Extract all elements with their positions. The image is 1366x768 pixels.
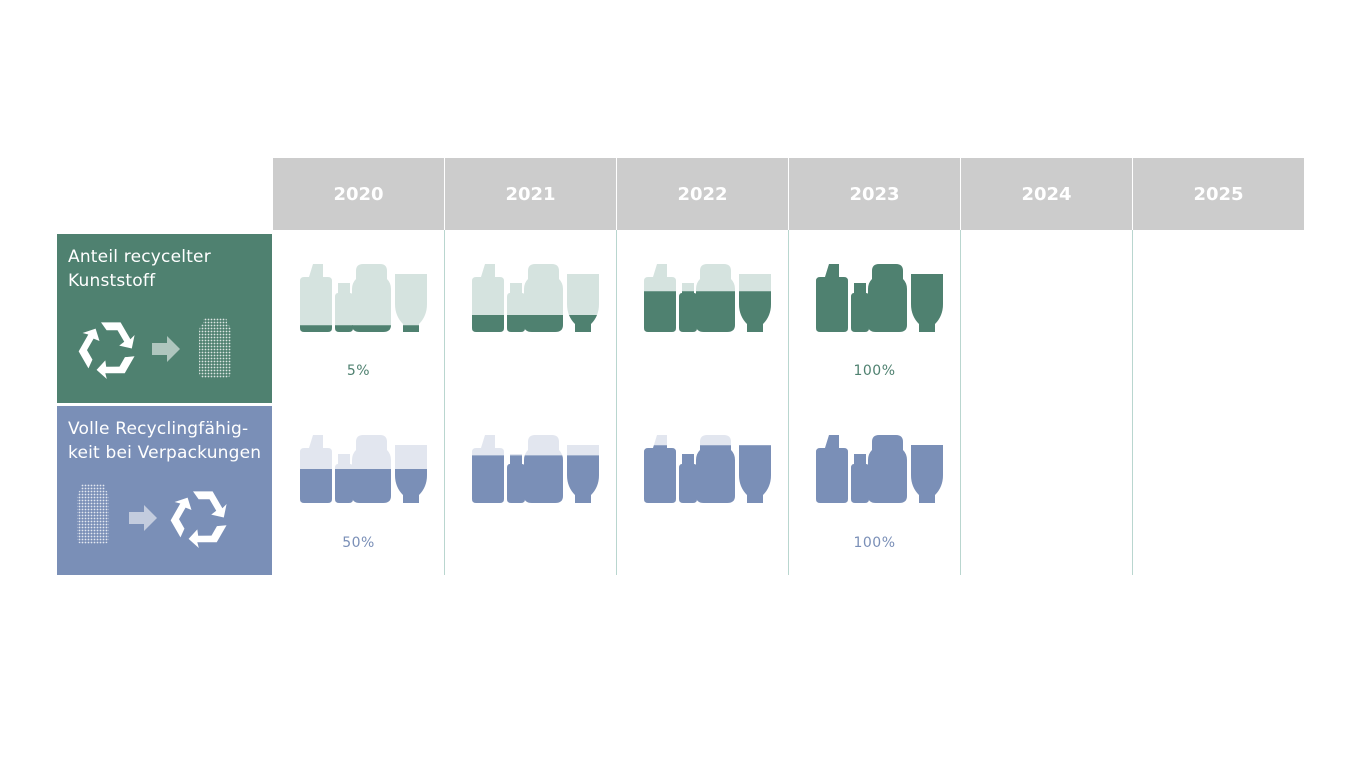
row-icons-recyclability: [77, 484, 227, 549]
row-icons-recycled-plastic: [78, 318, 231, 380]
row-title-line-2: keit bei Verpackungen: [68, 443, 262, 463]
bottle-filled-part: [472, 455, 504, 503]
column-divider: [444, 230, 445, 575]
bottle-empty-part: [352, 264, 391, 332]
value-label-row1-2020: 50%: [342, 535, 375, 551]
column-divider: [788, 230, 789, 575]
year-header-2024: 2024: [961, 158, 1132, 230]
bottle-filled-part: [739, 445, 771, 503]
bottle-filled-part: [567, 455, 599, 503]
bottle-filled-part: [472, 315, 504, 332]
bottle-filled-part: [507, 315, 525, 332]
bottle-filled-part: [696, 291, 735, 332]
bottle-filled-part: [868, 264, 907, 332]
bottle-group-row0-2020: [300, 264, 427, 332]
recycle-icon: [170, 491, 227, 549]
bottle-filled-part: [524, 455, 563, 503]
row-title-recyclability: Volle Recyclingfähig- keit bei Verpackun…: [68, 417, 266, 465]
bottle-filled-part: [335, 325, 353, 332]
bottle-filled-part: [335, 469, 353, 503]
column-divider: [616, 230, 617, 575]
year-header-2025: 2025: [1133, 158, 1304, 230]
arrow-right-icon: [129, 505, 157, 531]
year-header-2020: 2020: [273, 158, 444, 230]
value-label-row0-2023: 100%: [853, 363, 896, 379]
bottle-empty-part: [395, 274, 427, 332]
bottle-filled-part: [696, 445, 735, 503]
bottle-filled-part: [644, 445, 676, 503]
bottle-filled-part: [569, 315, 597, 332]
year-header-2021: 2021: [445, 158, 616, 230]
bottle-filled-part: [352, 469, 391, 503]
bottle-filled-part: [352, 325, 391, 332]
bottle-filled-part: [911, 445, 943, 503]
bottle-filled-part: [868, 435, 907, 503]
bottle-filled-part: [679, 291, 697, 332]
bottle-filled-part: [403, 325, 419, 332]
year-header-2023: 2023: [789, 158, 960, 230]
bottle-filled-part: [300, 325, 332, 332]
row-title-line-1: Volle Recyclingfähig-: [68, 419, 249, 439]
column-divider: [1132, 230, 1133, 575]
bottle-filled-part: [739, 291, 771, 332]
year-header-2022: 2022: [617, 158, 788, 230]
bottle-empty-part: [300, 264, 332, 332]
bottle-filled-part: [644, 291, 676, 332]
bottle-icon: [77, 484, 109, 544]
row-label-recyclability: Volle Recyclingfähig- keit bei Verpackun…: [57, 406, 272, 575]
bottle-filled-part: [300, 469, 332, 503]
bottle-filled-part: [679, 454, 697, 503]
row-label-recycled-plastic: Anteil recycelter Kunststoff: [57, 234, 272, 403]
row-title-recycled-plastic: Anteil recycelter Kunststoff: [68, 247, 211, 291]
bottle-filled-part: [851, 454, 869, 503]
bottle-filled-part: [851, 283, 869, 332]
bottle-filled-part: [911, 274, 943, 332]
bottle-empty-part: [335, 283, 353, 332]
bottle-filled-part: [395, 469, 427, 503]
bottle-filled-part: [816, 264, 848, 332]
recycle-icon: [78, 322, 135, 380]
value-label-row0-2020: 5%: [346, 363, 371, 379]
arrow-right-icon: [152, 336, 180, 362]
bottle-filled-part: [816, 435, 848, 503]
bottle-filled-part: [524, 315, 563, 332]
bottle-filled-part: [507, 455, 525, 503]
bottle-icon: [199, 318, 231, 378]
column-divider: [960, 230, 961, 575]
value-label-row1-2023: 100%: [853, 535, 896, 551]
